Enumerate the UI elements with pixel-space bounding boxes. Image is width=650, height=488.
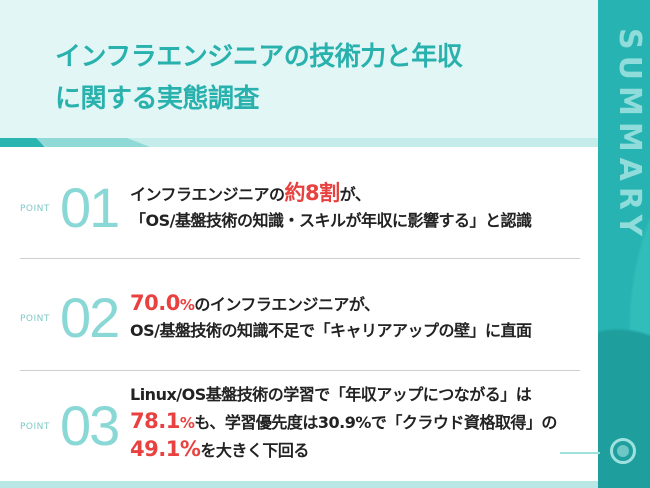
point-number: 02	[60, 286, 120, 349]
title-line-2: に関する実態調査	[55, 84, 260, 114]
header: インフラエンジニアの技術力と年収 に関する実態調査	[0, 0, 598, 140]
text: が、	[339, 185, 371, 204]
text: を大きく下回る	[200, 441, 309, 460]
point-text: インフラエンジニアの約8割が、 「OS/基盤技術の知識・スキルが年収に影響する」…	[130, 180, 532, 234]
point-number: 03	[60, 394, 120, 457]
text: インフラエンジニアの	[130, 185, 285, 204]
text: Linux/OS基盤技術の学習で「年収アップにつながる」は	[130, 385, 532, 404]
point-label: POINT	[20, 204, 50, 214]
point-text: 70.0%のインフラエンジニアが、 OS/基盤技術の知識不足で「キャリアアップの…	[130, 290, 532, 344]
text: OS/基盤技術の知識不足で「キャリアアップの壁」に直面	[130, 321, 532, 340]
page-title: インフラエンジニアの技術力と年収 に関する実態調査	[55, 36, 463, 120]
magnifier-icon	[610, 438, 636, 464]
divider	[20, 370, 580, 371]
point-number: 01	[60, 176, 120, 239]
highlight: %	[179, 414, 195, 432]
highlight: 49.1%	[130, 437, 201, 461]
summary-sidebar: SUMMARY	[598, 0, 650, 488]
highlight: 約8割	[284, 181, 341, 205]
text: も、学習優先度は30.9%で「クラウド資格取得」の	[194, 413, 557, 432]
point-text: Linux/OS基盤技術の学習で「年収アップにつながる」は 78.1%も、学習優…	[130, 382, 557, 464]
highlight: %	[179, 296, 195, 314]
bottom-stripe	[0, 481, 598, 488]
point-label: POINT	[20, 422, 50, 432]
highlight: 70.0	[130, 291, 180, 315]
header-stripe	[0, 138, 598, 147]
text: のインフラエンジニアが、	[194, 295, 380, 314]
text: 「OS/基盤技術の知識・スキルが年収に影響する」と認識	[130, 211, 532, 230]
title-line-1: インフラエンジニアの技術力と年収	[55, 42, 463, 72]
summary-label: SUMMARY	[612, 28, 647, 243]
highlight: 78.1	[130, 409, 180, 433]
decorative-line	[560, 452, 600, 454]
divider	[20, 258, 580, 259]
point-label: POINT	[20, 314, 50, 324]
